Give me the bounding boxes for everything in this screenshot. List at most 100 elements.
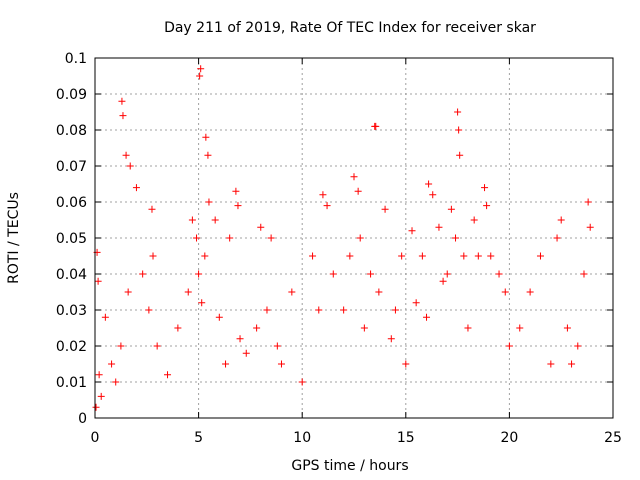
- data-point: [350, 173, 358, 181]
- data-point: [505, 342, 513, 350]
- data-point: [501, 288, 509, 296]
- data-point: [257, 223, 265, 231]
- data-point: [195, 270, 203, 278]
- data-point: [425, 180, 433, 188]
- data-point: [568, 360, 576, 368]
- x-tick-label: 15: [397, 430, 415, 446]
- data-point: [242, 349, 250, 357]
- data-point: [408, 227, 416, 235]
- data-point: [447, 205, 455, 213]
- data-point: [387, 335, 395, 343]
- data-point: [586, 223, 594, 231]
- data-point: [483, 202, 491, 210]
- data-point: [398, 252, 406, 260]
- data-point: [402, 360, 410, 368]
- data-point: [455, 126, 463, 134]
- data-point: [329, 270, 337, 278]
- data-point: [547, 360, 555, 368]
- data-point: [122, 151, 130, 159]
- x-tick-labels: 0 5 10 15 20 25: [91, 430, 622, 446]
- data-point: [412, 299, 420, 307]
- data-point: [391, 306, 399, 314]
- data-point: [188, 216, 196, 224]
- data-point: [205, 198, 213, 206]
- data-point: [193, 234, 201, 242]
- data-point: [149, 252, 157, 260]
- x-tick-label: 10: [293, 430, 311, 446]
- data-point: [124, 288, 132, 296]
- data-point: [215, 313, 223, 321]
- y-tick-label: 0.05: [56, 231, 87, 247]
- data-point: [97, 392, 105, 400]
- y-tick-label: 0.02: [56, 339, 87, 355]
- data-point: [101, 313, 109, 321]
- data-point: [148, 205, 156, 213]
- data-point: [196, 72, 204, 80]
- data-point: [202, 133, 210, 141]
- data-point: [454, 108, 462, 116]
- data-point: [423, 313, 431, 321]
- data-point: [372, 122, 380, 130]
- data-point: [460, 252, 468, 260]
- data-point: [443, 270, 451, 278]
- data-point: [495, 270, 503, 278]
- data-point: [222, 360, 230, 368]
- data-point: [439, 277, 447, 285]
- y-tick-label: 0.1: [65, 51, 87, 67]
- data-point: [263, 306, 271, 314]
- data-point: [464, 324, 472, 332]
- data-point: [563, 324, 571, 332]
- data-point: [574, 342, 582, 350]
- data-point: [145, 306, 153, 314]
- data-point: [580, 270, 588, 278]
- data-point: [360, 324, 368, 332]
- data-point: [288, 288, 296, 296]
- data-point: [112, 378, 120, 386]
- data-point: [319, 191, 327, 199]
- data-point: [94, 277, 102, 285]
- y-tick-label: 0.08: [56, 123, 87, 139]
- data-point: [139, 270, 147, 278]
- data-point: [315, 306, 323, 314]
- data-point: [487, 252, 495, 260]
- y-tick-label: 0.04: [56, 267, 87, 283]
- grid-lines: [95, 58, 613, 418]
- data-point: [201, 252, 209, 260]
- data-point: [198, 299, 206, 307]
- data-point: [429, 191, 437, 199]
- data-point: [232, 187, 240, 195]
- data-point: [516, 324, 524, 332]
- y-tick-label: 0.07: [56, 159, 87, 175]
- y-tick-label: 0: [78, 411, 87, 427]
- data-point: [118, 97, 126, 105]
- data-point: [95, 371, 103, 379]
- data-point: [108, 360, 116, 368]
- data-point: [456, 151, 464, 159]
- data-point: [367, 270, 375, 278]
- y-axis-label: ROTI / TECUs: [6, 192, 22, 284]
- x-axis-label: GPS time / hours: [291, 458, 408, 474]
- data-point: [164, 371, 172, 379]
- data-point: [553, 234, 561, 242]
- data-point: [236, 335, 244, 343]
- data-point: [153, 342, 161, 350]
- data-points: [92, 65, 594, 411]
- data-point: [211, 216, 219, 224]
- y-tick-label: 0.01: [56, 375, 87, 391]
- data-point: [481, 184, 489, 192]
- data-point: [277, 360, 285, 368]
- data-point: [474, 252, 482, 260]
- data-point: [273, 342, 281, 350]
- chart-title: Day 211 of 2019, Rate Of TEC Index for r…: [164, 20, 536, 36]
- data-point: [375, 288, 383, 296]
- y-tick-label: 0.09: [56, 87, 87, 103]
- data-point: [557, 216, 565, 224]
- data-point: [184, 288, 192, 296]
- data-point: [536, 252, 544, 260]
- data-point: [356, 234, 364, 242]
- data-point: [470, 216, 478, 224]
- x-tick-label: 5: [194, 430, 203, 446]
- data-point: [309, 252, 317, 260]
- data-point: [132, 184, 140, 192]
